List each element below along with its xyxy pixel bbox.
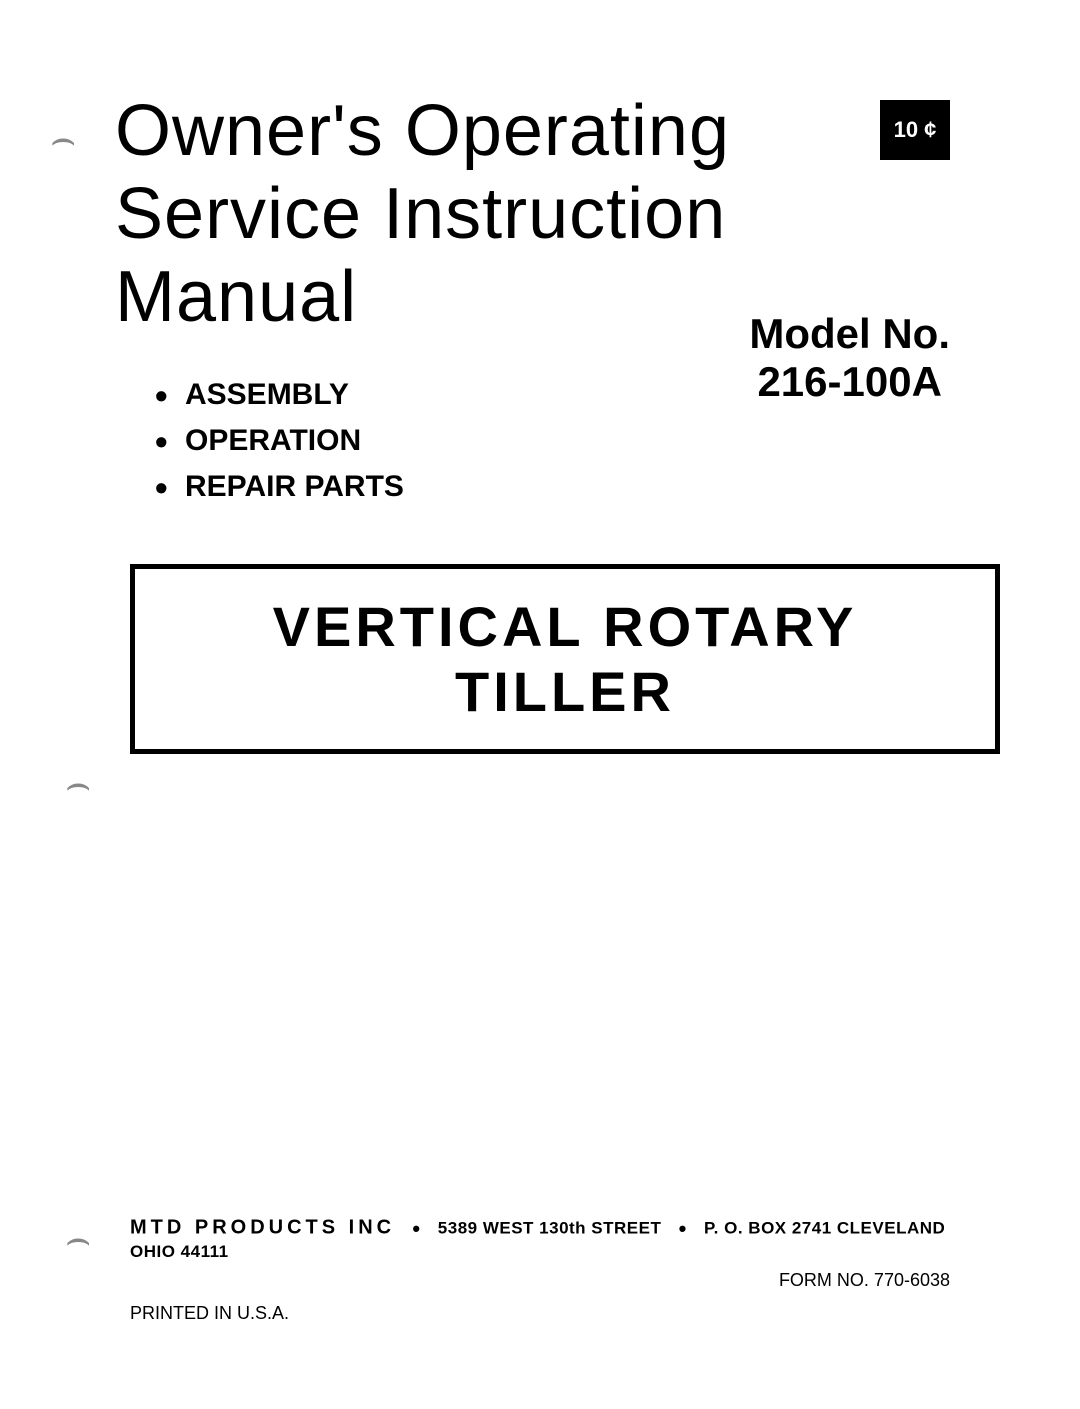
separator-bullet: • [679,1216,687,1241]
footer: MTD PRODUCTS INC • 5389 WEST 130th STREE… [130,1216,950,1324]
title-line-2: Service Instruction [115,174,726,254]
footer-company-line: MTD PRODUCTS INC • 5389 WEST 130th STREE… [130,1216,950,1262]
separator-bullet: • [412,1216,420,1241]
scan-artifact-mark: ⌢ [65,760,91,807]
form-number: FORM NO. 770-6038 [130,1270,950,1291]
price-badge: 10 ¢ [880,100,950,160]
list-item: ASSEMBLY [155,378,1020,412]
model-label: Model No. [749,310,950,358]
title-line-3: Manual [115,257,357,337]
scan-artifact-mark: ⌢ [50,115,76,162]
product-title-box: VERTICAL ROTARY TILLER [130,564,1000,754]
list-item: REPAIR PARTS [155,470,1020,504]
title-line-1: Owner's Operating [115,91,730,171]
contents-list: ASSEMBLY OPERATION REPAIR PARTS [155,378,1020,504]
company-name: MTD PRODUCTS INC [130,1216,395,1238]
footer-street: 5389 WEST 130th STREET [438,1218,662,1237]
printed-location: PRINTED IN U.S.A. [130,1303,950,1324]
list-item: OPERATION [155,424,1020,458]
price-text: 10 ¢ [894,117,937,143]
scan-artifact-mark: ⌢ [65,1215,91,1262]
product-title: VERTICAL ROTARY TILLER [175,594,955,724]
